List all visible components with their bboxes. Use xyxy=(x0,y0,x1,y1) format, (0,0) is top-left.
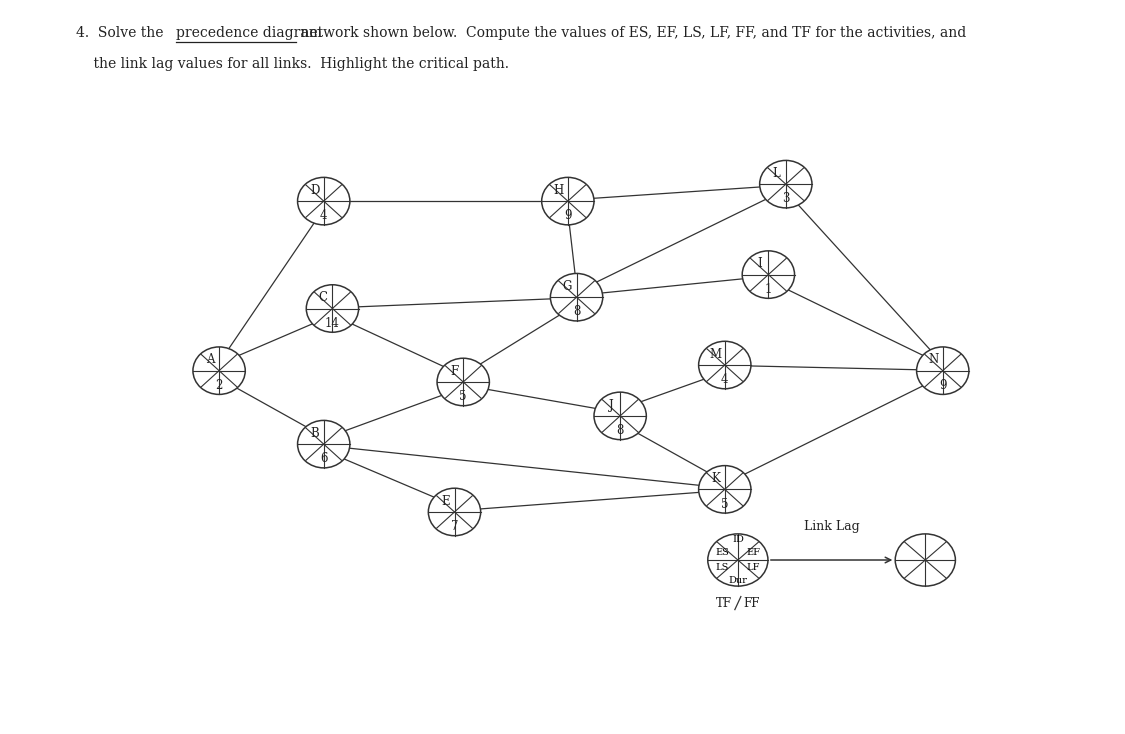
Text: H: H xyxy=(554,184,564,197)
Text: G: G xyxy=(562,280,573,293)
Text: 4: 4 xyxy=(721,373,729,386)
Text: 5: 5 xyxy=(459,390,467,403)
Text: 9: 9 xyxy=(564,209,572,222)
Ellipse shape xyxy=(742,251,794,298)
Ellipse shape xyxy=(297,421,350,468)
Ellipse shape xyxy=(306,285,359,333)
Text: A: A xyxy=(206,354,214,366)
Ellipse shape xyxy=(699,465,752,513)
Text: 4: 4 xyxy=(319,209,327,222)
Ellipse shape xyxy=(193,347,245,394)
Text: E: E xyxy=(441,495,450,508)
Ellipse shape xyxy=(297,178,350,225)
Text: 14: 14 xyxy=(325,316,340,330)
Text: 3: 3 xyxy=(782,192,790,206)
Text: B: B xyxy=(310,427,319,440)
Ellipse shape xyxy=(542,178,594,225)
Text: C: C xyxy=(318,291,327,305)
Ellipse shape xyxy=(699,341,752,389)
Text: LS: LS xyxy=(716,563,729,573)
Text: L: L xyxy=(773,167,781,180)
Text: FF: FF xyxy=(744,597,759,610)
Ellipse shape xyxy=(594,392,646,440)
Text: 6: 6 xyxy=(319,452,327,465)
Text: M: M xyxy=(710,348,722,361)
Ellipse shape xyxy=(759,161,812,208)
Text: precedence diagram: precedence diagram xyxy=(176,26,322,40)
Ellipse shape xyxy=(917,347,969,394)
Text: LF: LF xyxy=(747,563,760,573)
Text: N: N xyxy=(928,354,938,366)
Ellipse shape xyxy=(436,358,489,406)
Text: network shown below.  Compute the values of ES, EF, LS, LF, FF, and TF for the a: network shown below. Compute the values … xyxy=(296,26,966,40)
Ellipse shape xyxy=(550,274,603,321)
Text: the link lag values for all links.  Highlight the critical path.: the link lag values for all links. Highl… xyxy=(76,57,510,70)
Text: K: K xyxy=(711,472,720,485)
Text: Dur: Dur xyxy=(728,576,747,585)
Ellipse shape xyxy=(708,534,768,586)
Text: 4.  Solve the: 4. Solve the xyxy=(76,26,169,40)
Text: J: J xyxy=(609,399,613,412)
Text: Link Lag: Link Lag xyxy=(803,520,860,533)
Text: D: D xyxy=(309,184,319,197)
Text: ES: ES xyxy=(716,548,729,556)
Text: 2: 2 xyxy=(215,379,223,392)
Text: EF: EF xyxy=(747,548,760,556)
Text: 8: 8 xyxy=(616,424,624,437)
Ellipse shape xyxy=(896,534,955,586)
Text: ID: ID xyxy=(732,535,744,544)
Text: 5: 5 xyxy=(721,498,729,511)
Text: F: F xyxy=(450,365,458,378)
Text: I: I xyxy=(757,258,762,270)
Ellipse shape xyxy=(429,488,480,536)
Text: 8: 8 xyxy=(573,305,580,319)
Text: TF: TF xyxy=(717,597,732,610)
Text: 7: 7 xyxy=(451,520,458,533)
Text: 1: 1 xyxy=(765,283,772,296)
Text: 9: 9 xyxy=(939,379,946,392)
